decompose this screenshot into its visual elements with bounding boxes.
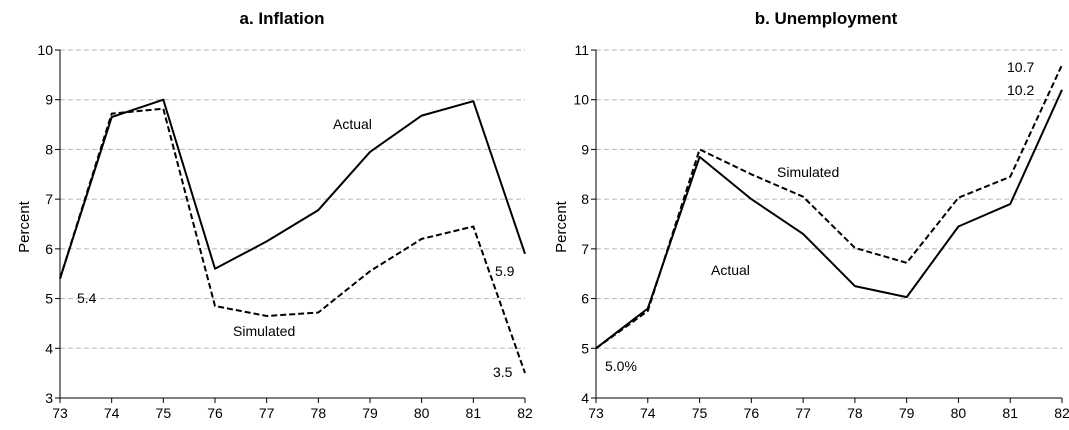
series-line-simulated [595, 64, 1063, 350]
y-tick-label: 6 [581, 291, 589, 307]
series-line-simulated [59, 107, 526, 374]
annotation-5-9: 5.9 [495, 263, 515, 279]
y-tick-label: 4 [45, 340, 53, 356]
x-tick-label: 82 [1054, 405, 1069, 421]
x-tick-label: 74 [104, 405, 120, 421]
x-tick-label: 78 [847, 405, 863, 421]
x-tick-label: 76 [744, 405, 760, 421]
y-tick-label: 9 [45, 92, 53, 108]
y-axis-label: Percent [553, 200, 570, 253]
y-axis-label: Percent [16, 200, 33, 253]
series-label-simulated: Simulated [777, 164, 839, 180]
annotation-10-2: 10.2 [1007, 82, 1034, 98]
y-tick-label: 5 [45, 291, 53, 307]
y-tick-label: 4 [581, 390, 589, 406]
y-tick-label: 7 [45, 191, 53, 207]
x-tick-label: 76 [207, 405, 223, 421]
chart-title: a. Inflation [240, 9, 325, 28]
annotation-10-7: 10.7 [1007, 59, 1034, 75]
x-tick-label: 82 [517, 405, 533, 421]
x-tick-label: 79 [362, 405, 378, 421]
annotation-3-5: 3.5 [493, 364, 513, 380]
y-tick-label: 8 [581, 191, 589, 207]
x-tick-label: 74 [640, 405, 656, 421]
annotation-5-4: 5.4 [77, 290, 97, 306]
series-line-actual [59, 98, 526, 280]
x-tick-label: 77 [795, 405, 811, 421]
x-tick-label: 73 [52, 405, 68, 421]
x-tick-label: 77 [259, 405, 275, 421]
x-tick-label: 79 [899, 405, 915, 421]
y-tick-label: 3 [45, 390, 53, 406]
series-label-actual: Actual [711, 262, 750, 278]
series-label-simulated: Simulated [233, 323, 295, 339]
x-tick-label: 73 [588, 405, 604, 421]
x-tick-label: 75 [692, 405, 708, 421]
y-tick-label: 9 [581, 141, 589, 157]
y-tick-label: 10 [573, 92, 589, 108]
chart-title: b. Unemployment [755, 9, 898, 28]
y-tick-label: 10 [37, 42, 53, 58]
x-tick-label: 78 [311, 405, 327, 421]
annotation-5-0: 5.0% [605, 358, 637, 374]
y-tick-label: 8 [45, 141, 53, 157]
x-tick-label: 81 [1002, 405, 1018, 421]
x-tick-label: 81 [466, 405, 482, 421]
y-tick-label: 5 [581, 340, 589, 356]
x-tick-label: 80 [951, 405, 967, 421]
y-tick-label: 6 [45, 241, 53, 257]
x-tick-label: 80 [414, 405, 430, 421]
y-tick-label: 7 [581, 241, 589, 257]
series-label-actual: Actual [333, 116, 372, 132]
series-line-actual [595, 89, 1063, 350]
x-tick-label: 75 [156, 405, 172, 421]
y-tick-label: 11 [574, 42, 589, 58]
